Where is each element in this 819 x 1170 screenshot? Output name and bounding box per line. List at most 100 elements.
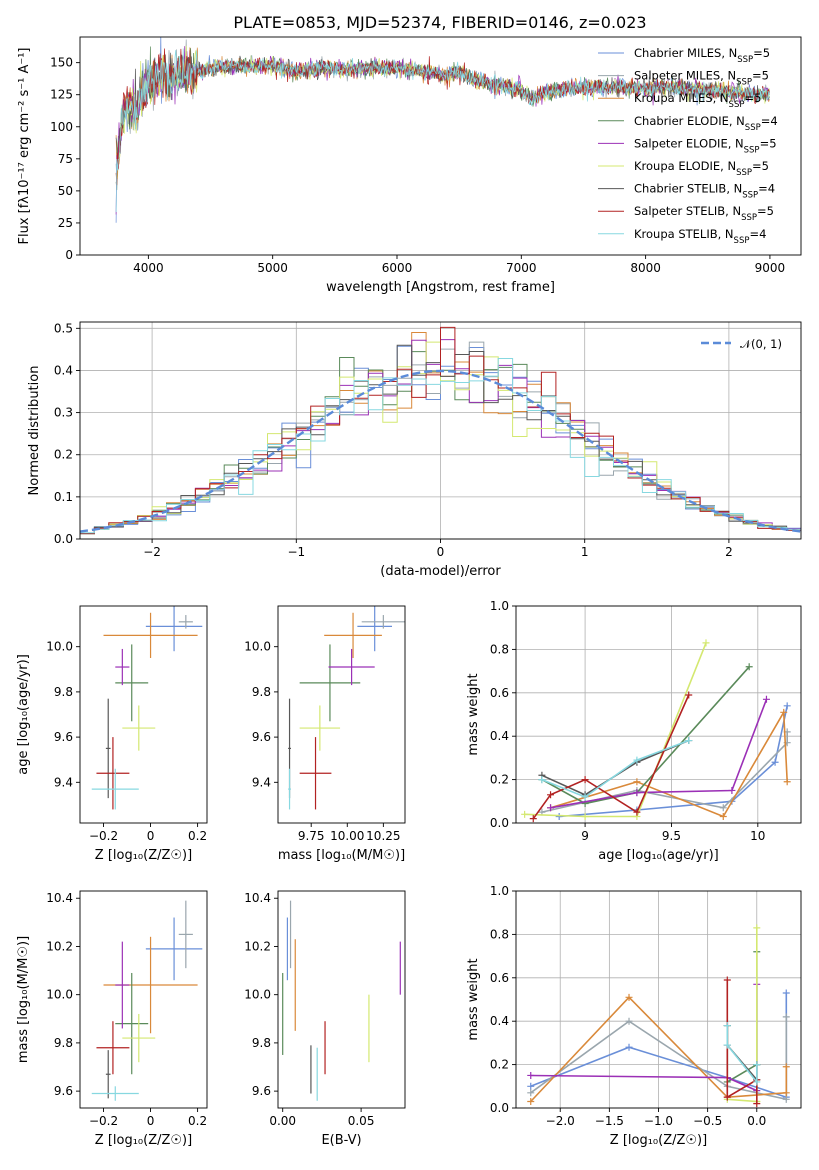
- legend-entry: Kroupa ELODIE, NSSP=5: [634, 159, 769, 178]
- x-axis-label: wavelength [Angstrom, rest frame]: [326, 280, 555, 295]
- y-tick-label: 25: [58, 216, 73, 230]
- weight-marker: [745, 663, 753, 671]
- weight-line: [541, 666, 750, 805]
- weight-marker: [547, 791, 555, 799]
- weight-marker: [728, 786, 736, 794]
- age-vs-metallicity-panel: −0.2 0 0.2 9.4 9.6 9.8 10.0 Z [log₁₀(Z/Z☉)] age …: [16, 605, 208, 863]
- x-tick-label: −0.2: [89, 829, 118, 843]
- weight-line: [524, 642, 707, 818]
- weight-marker: [581, 776, 589, 784]
- weight-marker: [633, 789, 641, 797]
- y-tick-label: 75: [58, 152, 73, 166]
- weight-line: [541, 739, 689, 798]
- y-tick-label: 10.2: [46, 939, 73, 953]
- x-tick-label: −2: [143, 545, 161, 559]
- weight-marker: [633, 756, 641, 764]
- y-tick-label: 9.4: [252, 775, 271, 789]
- plot-area: [91, 900, 203, 1101]
- x-tick-label: 0.2: [188, 829, 207, 843]
- x-tick-label: 9: [581, 829, 589, 843]
- y-axis-label: mass [log₁₀(M/M☉)]: [16, 936, 31, 1063]
- weight-marker: [633, 808, 641, 816]
- x-tick-label: 5000: [257, 261, 288, 275]
- y-tick-label: 0.6: [490, 971, 509, 985]
- y-tick-label: 0.8: [490, 927, 509, 941]
- y-tick-label: 100: [50, 120, 73, 134]
- histogram-step: [80, 358, 801, 534]
- weight-marker: [783, 702, 791, 710]
- x-axis-label: age [log₁₀(age/yr)]: [598, 848, 719, 863]
- legend-entry: 𝒩(0, 1): [740, 337, 782, 351]
- x-tick-label: 2: [725, 545, 733, 559]
- y-tick-label: 0.6: [490, 686, 509, 700]
- weight-marker: [547, 804, 555, 812]
- figure-title: PLATE=0853, MJD=52374, FIBERID=0146, z=0…: [233, 13, 646, 32]
- y-tick-label: 0.4: [54, 363, 73, 377]
- y-tick-label: 125: [50, 88, 73, 102]
- x-tick-label: 10.00: [330, 829, 364, 843]
- x-tick-label: −0.5: [693, 1114, 722, 1128]
- weight-marker: [625, 993, 633, 1001]
- legend-entry: Kroupa STELIB, NSSP=4: [634, 227, 766, 246]
- y-tick-label: 0.1: [54, 490, 73, 504]
- x-tick-label: 9.75: [298, 829, 325, 843]
- spectrum-panel: 4000 5000 6000 7000 8000 9000 0 25 50 75 100 125 150…: [17, 36, 802, 295]
- weight-marker: [753, 1078, 761, 1086]
- weight-marker: [581, 812, 589, 820]
- legend-entry: Salpeter MILES, NSSP=5: [634, 69, 769, 88]
- axes-frame: [277, 605, 406, 824]
- x-tick-label: 0.0: [747, 1114, 766, 1128]
- x-axis-label: mass [log₁₀(M/M☉)]: [278, 848, 405, 863]
- x-axis-label: Z [log₁₀(Z/Z☉)]: [95, 1133, 192, 1148]
- x-axis-label: Z [log₁₀(Z/Z☉)]: [95, 848, 192, 863]
- x-tick-label: 6000: [382, 261, 413, 275]
- weight-marker: [527, 1089, 535, 1097]
- x-tick-label: 9.5: [662, 829, 681, 843]
- weight-marker: [702, 639, 710, 647]
- weight-marker: [685, 691, 693, 699]
- weight-marker: [723, 1022, 731, 1030]
- y-tick-label: 0.0: [490, 816, 509, 830]
- x-tick-label: −1.0: [644, 1114, 673, 1128]
- y-tick-label: 9.8: [252, 685, 271, 699]
- x-axis-label: Z [log₁₀(Z/Z☉)]: [610, 1133, 707, 1148]
- plot-area: [288, 606, 405, 810]
- y-axis-label: age [log₁₀(age/yr)]: [16, 654, 31, 775]
- plot-area: [527, 924, 790, 1108]
- weight-line: [532, 694, 690, 820]
- y-tick-label: 9.8: [54, 685, 73, 699]
- x-tick-label: 10: [750, 829, 765, 843]
- plot-area: [282, 900, 401, 1101]
- x-tick-label: 0: [147, 1114, 155, 1128]
- weight-marker: [719, 812, 727, 820]
- y-tick-label: 150: [50, 56, 73, 70]
- y-tick-label: 10.0: [244, 640, 271, 654]
- y-axis-label: Flux [fλ10⁻¹⁷ erg cm⁻² s⁻¹ A⁻¹]: [17, 48, 32, 245]
- y-tick-label: 9.6: [252, 1084, 271, 1098]
- legend-entry: Chabrier ELODIE, NSSP=4: [634, 114, 778, 133]
- y-axis-label: mass weight: [466, 958, 481, 1040]
- y-tick-label: 0.4: [490, 729, 509, 743]
- weight-marker: [527, 1082, 535, 1090]
- weight-marker: [521, 810, 529, 818]
- gaussian-curve: [80, 369, 801, 533]
- mass-vs-extinction-panel: 0.00 0.05 9.6 9.8 10.0 10.2 10.4 E(B-V): [244, 890, 406, 1148]
- y-tick-label: 10.2: [244, 939, 271, 953]
- x-tick-label: 0.2: [188, 1114, 207, 1128]
- y-axis-label: Normed distribution: [27, 366, 42, 496]
- weight-marker: [782, 1089, 790, 1097]
- weight-marker: [625, 1043, 633, 1051]
- x-tick-label: 8000: [630, 261, 661, 275]
- x-tick-label: −2.0: [546, 1114, 575, 1128]
- weight-line: [726, 1025, 758, 1082]
- weight-marker: [780, 708, 788, 716]
- y-tick-label: 9.6: [54, 1084, 73, 1098]
- weight-line: [726, 1025, 758, 1085]
- weight-marker: [783, 778, 791, 786]
- x-tick-label: 1: [581, 545, 589, 559]
- axes-frame: [277, 890, 406, 1109]
- weight-marker: [529, 815, 537, 823]
- y-tick-label: 0.4: [490, 1014, 509, 1028]
- x-tick-label: 0: [437, 545, 445, 559]
